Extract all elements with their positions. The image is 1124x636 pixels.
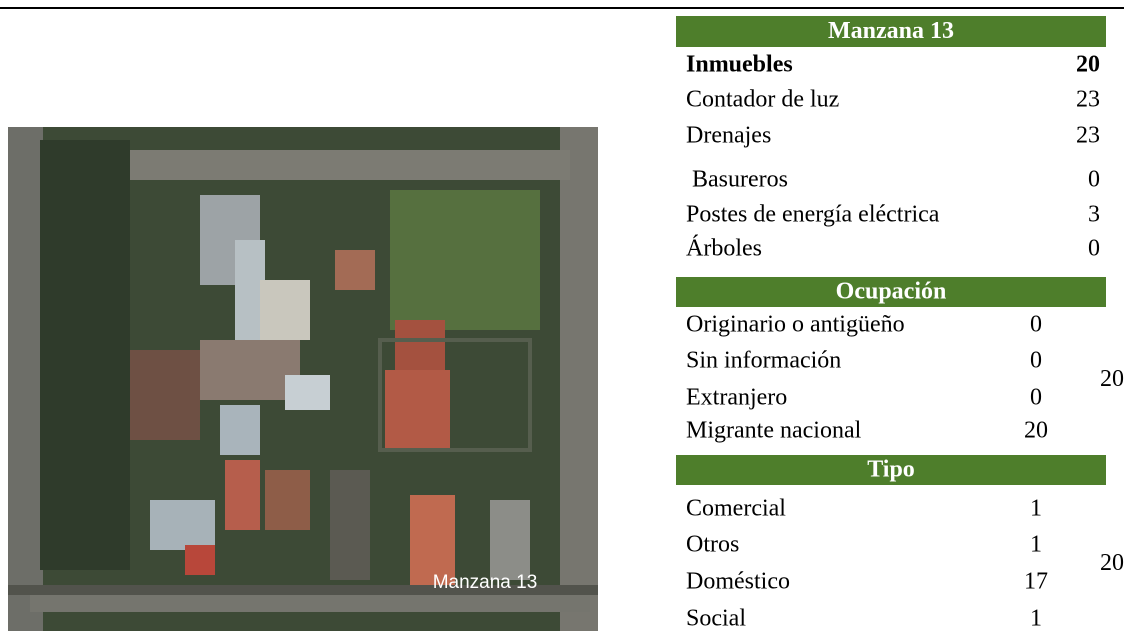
row-value: 0 xyxy=(1030,385,1042,411)
row-value: 3 xyxy=(1088,202,1100,228)
section-title: Manzana 13 xyxy=(828,18,954,44)
row-value: 1 xyxy=(1030,606,1042,632)
row-label: Sin información xyxy=(686,348,841,374)
row-label: Doméstico xyxy=(686,569,790,595)
row-label: Extranjero xyxy=(686,385,787,411)
section-title: Ocupación xyxy=(836,279,947,305)
row-label: Originario o antigüeño xyxy=(686,312,905,338)
section-header xyxy=(676,277,1106,307)
row-label: Migrante nacional xyxy=(686,418,862,444)
row-value: 0 xyxy=(1030,312,1042,338)
row-label: Basureros xyxy=(686,167,788,193)
row-label: Postes de energía eléctrica xyxy=(686,202,940,228)
row-value: 1 xyxy=(1030,532,1042,558)
row-value: 23 xyxy=(1076,87,1100,113)
data-table: Manzana 13 Inmuebles 20 Contador de luz 23 Dr… xyxy=(676,16,1124,632)
row-label: Otros xyxy=(686,532,739,558)
section-title: Tipo xyxy=(867,457,915,483)
row-label: Social xyxy=(686,606,746,632)
row-value: 20 xyxy=(1076,52,1100,78)
row-value: 17 xyxy=(1024,569,1048,595)
row-value: 0 xyxy=(1088,236,1100,262)
row-label: Árboles xyxy=(686,236,762,262)
section-header xyxy=(676,16,1106,47)
section-header xyxy=(676,455,1106,485)
row-label: Comercial xyxy=(686,496,786,522)
image-label: Manzana 13 xyxy=(433,572,538,593)
row-value: 20 xyxy=(1024,418,1048,444)
row-value: 0 xyxy=(1030,348,1042,374)
section-total: 20 xyxy=(1100,550,1124,576)
row-value: 1 xyxy=(1030,496,1042,522)
row-label: Contador de luz xyxy=(686,87,839,113)
row-label: Drenajes xyxy=(686,123,771,149)
row-value: 0 xyxy=(1088,167,1100,193)
row-label: Inmuebles xyxy=(686,52,793,78)
section-total: 20 xyxy=(1100,366,1124,392)
row-value: 23 xyxy=(1076,123,1100,149)
aerial-photo: Manzana 13 xyxy=(8,127,598,631)
